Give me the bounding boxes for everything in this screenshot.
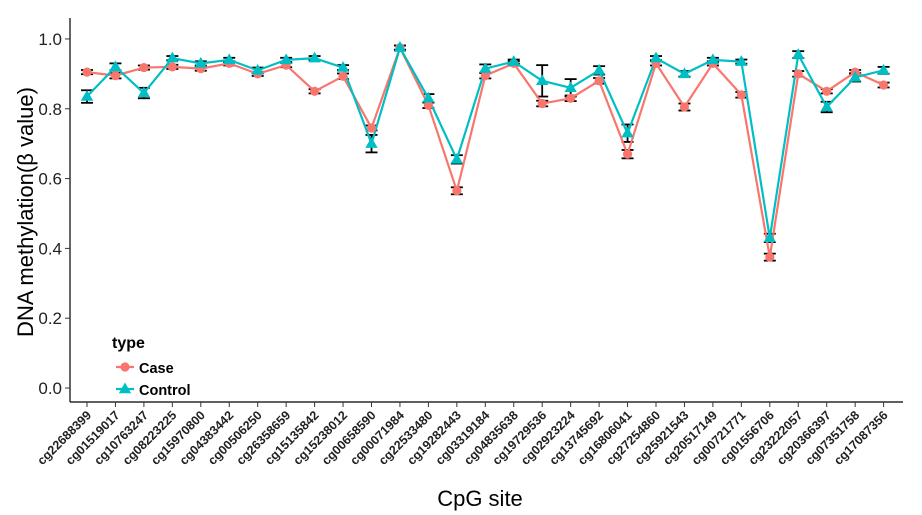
y-tick-label: 0.0 <box>38 379 62 398</box>
control-point <box>308 51 321 63</box>
control-point <box>507 55 520 66</box>
control-point <box>279 53 293 65</box>
case-point <box>167 62 177 72</box>
case-point <box>82 67 92 77</box>
control-point <box>166 51 179 63</box>
case-point <box>622 149 633 159</box>
control-point <box>848 70 862 82</box>
control-point <box>109 60 122 72</box>
control-point <box>820 100 833 112</box>
control-point <box>649 51 663 63</box>
chart-marks <box>80 41 890 262</box>
control-point <box>792 48 805 59</box>
case-point <box>537 98 547 109</box>
y-axis-title: DNA methylation(β value) <box>13 87 38 337</box>
control-point <box>336 61 350 72</box>
case-point <box>338 71 348 81</box>
control-point <box>592 63 606 75</box>
legend-case-marker <box>120 362 130 372</box>
case-point <box>366 123 377 133</box>
control-point <box>735 55 748 66</box>
y-tick-label: 0.2 <box>38 309 62 328</box>
legend-title: type <box>112 335 145 352</box>
y-tick-label: 0.6 <box>38 170 62 189</box>
case-point <box>480 71 490 81</box>
case-point <box>879 80 889 90</box>
control-point <box>365 137 378 148</box>
legend-control-label: Control <box>139 383 191 399</box>
control-point <box>877 63 890 75</box>
case-point <box>822 86 832 96</box>
control-point <box>194 56 207 68</box>
control-point <box>137 86 151 98</box>
control-point <box>450 152 464 164</box>
case-point <box>452 186 462 196</box>
control-point <box>678 67 691 79</box>
case-point <box>423 100 433 110</box>
x-axis-title: CpG site <box>437 486 523 511</box>
control-point <box>422 91 435 103</box>
y-tick-label: 0.8 <box>38 100 62 119</box>
y-tick-label: 1.0 <box>38 30 62 49</box>
control-point <box>251 63 264 75</box>
control-point <box>393 41 407 52</box>
case-point <box>110 71 121 81</box>
case-point <box>594 76 604 86</box>
control-point <box>564 81 577 93</box>
case-point <box>310 86 320 96</box>
y-tick-label: 0.4 <box>38 239 62 258</box>
control-point <box>763 231 776 243</box>
case-point <box>765 252 775 262</box>
legend-case-label: Case <box>139 361 174 377</box>
legend-control-marker <box>118 382 132 394</box>
control-point <box>621 126 634 138</box>
control-point <box>80 90 94 101</box>
case-point <box>793 69 803 79</box>
case-point <box>679 102 690 112</box>
control-point <box>706 53 720 65</box>
control-point <box>223 53 236 65</box>
case-point <box>139 62 149 73</box>
legend: type Case Control <box>112 335 191 399</box>
control-point <box>479 62 492 73</box>
case-point <box>566 93 576 103</box>
case-point <box>736 90 746 100</box>
control-point <box>536 74 549 86</box>
